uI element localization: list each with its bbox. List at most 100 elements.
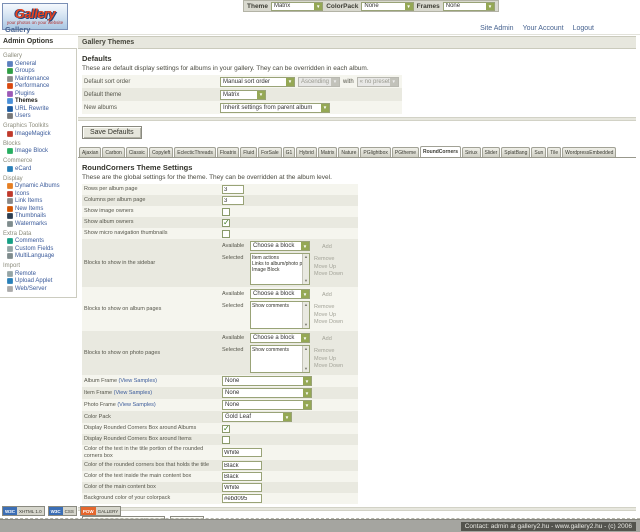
- tab-g1[interactable]: G1: [282, 147, 296, 157]
- tab-floatrix[interactable]: Floatrix: [216, 147, 240, 157]
- xhtml-badge[interactable]: W3C XHTML 1.0: [2, 506, 45, 516]
- sidebar-item-url-rewrite[interactable]: URL Rewrite: [0, 105, 76, 113]
- tab-hybrid[interactable]: Hybrid: [296, 147, 317, 157]
- photo-move-up-button[interactable]: Move Up: [314, 355, 337, 362]
- sidebar-remove-block-button[interactable]: Remove: [314, 256, 335, 262]
- album-remove-block-button[interactable]: Remove: [314, 304, 335, 310]
- sidebar-item-multilanguage[interactable]: MultiLanguage: [0, 253, 76, 261]
- tab-splatbang[interactable]: SplatBang: [501, 147, 531, 157]
- css-badge[interactable]: W3C CSS: [47, 506, 77, 516]
- save-defaults-button[interactable]: Save Defaults: [82, 126, 142, 139]
- tab-slider[interactable]: Slider: [481, 147, 501, 157]
- frames-select[interactable]: None ▼: [442, 1, 495, 11]
- tab-pglightbox[interactable]: PGlightbox: [360, 147, 391, 157]
- columns-per-page-input[interactable]: [222, 196, 244, 205]
- sidebar-item-users[interactable]: Users: [0, 113, 76, 121]
- album-frame-select[interactable]: None ▼: [222, 376, 312, 386]
- sidebar-item-groups[interactable]: Groups: [0, 68, 76, 76]
- photo-remove-block-button[interactable]: Remove: [314, 348, 335, 354]
- sidebar-move-down-button[interactable]: Move Down: [314, 271, 344, 277]
- album-available-block-select[interactable]: Choose a block ▼: [250, 289, 310, 299]
- sidebar-item-image-block[interactable]: Image Block: [0, 148, 76, 156]
- item-frame-view-samples-link[interactable]: (View Samples): [113, 389, 153, 396]
- new-albums-select[interactable]: Inherit settings from parent album ▼: [220, 102, 330, 113]
- sidebar-item-general[interactable]: General: [0, 60, 76, 68]
- rounded-corners-albums-checkbox[interactable]: [222, 424, 230, 433]
- sidebar-item-maintenance[interactable]: Maintenance: [0, 75, 76, 83]
- sidebar-add-block-button[interactable]: Add: [322, 244, 332, 250]
- scrollbar[interactable]: ▲ ▼: [302, 254, 309, 284]
- tab-sun[interactable]: Sun: [531, 147, 547, 157]
- show-album-owners-checkbox[interactable]: [222, 218, 230, 227]
- scrollbar[interactable]: ▲ ▼: [302, 346, 309, 372]
- sidebar-item-plugins[interactable]: Plugins: [0, 90, 76, 98]
- gallery-badge[interactable]: POW GALLERY: [79, 506, 122, 516]
- theme-select[interactable]: Matrix ▼: [270, 1, 324, 11]
- content-text-color-input[interactable]: [222, 472, 262, 481]
- photo-move-down-button[interactable]: Move Down: [314, 363, 344, 369]
- tab-classic[interactable]: Classic: [125, 147, 148, 157]
- album-move-up-button[interactable]: Move Up: [314, 311, 337, 318]
- photo-available-block-select[interactable]: Choose a block ▼: [250, 333, 310, 343]
- sidebar-item-dynamic-albums[interactable]: Dynamic Albums: [0, 183, 76, 191]
- tab-fluid[interactable]: Fluid: [240, 147, 258, 157]
- title-box-color-input[interactable]: [222, 461, 262, 470]
- sidebar-item-web-server[interactable]: Web/Server: [0, 285, 76, 293]
- sidebar-item-comments[interactable]: Comments: [0, 238, 76, 246]
- tab-wordpressembedded[interactable]: WordpressEmbedded: [562, 147, 617, 157]
- tab-matrix[interactable]: Matrix: [317, 147, 338, 157]
- tab-pgtheme[interactable]: PGtheme: [391, 147, 419, 157]
- sidebar-selected-blocks-list[interactable]: Item actions Links to album/photo peers …: [250, 253, 310, 285]
- list-item[interactable]: Show comments: [252, 303, 301, 309]
- sidebar-item-upload-applet[interactable]: Upload Applet: [0, 278, 76, 286]
- sidebar-item-ecard[interactable]: eCard: [0, 165, 76, 173]
- your-account-link[interactable]: Your Account: [522, 25, 564, 32]
- tab-forsale[interactable]: ForSale: [258, 147, 282, 157]
- sidebar-available-block-select[interactable]: Choose a block ▼: [250, 241, 310, 251]
- list-item[interactable]: Item actions: [252, 255, 301, 261]
- sidebar-item-link-items[interactable]: Link Items: [0, 198, 76, 206]
- sidebar-item-remote[interactable]: Remote: [0, 270, 76, 278]
- album-frame-view-samples-link[interactable]: (View Samples): [118, 377, 157, 384]
- breadcrumb-gallery-link[interactable]: Gallery: [5, 25, 31, 34]
- tab-copyleft[interactable]: Copyleft: [148, 147, 174, 157]
- default-sort-order-select[interactable]: Manual sort order ▼: [220, 76, 295, 87]
- color-pack-select[interactable]: Gold Leaf ▼: [222, 412, 292, 422]
- album-selected-blocks-list[interactable]: Show comments ▲ ▼: [250, 301, 310, 329]
- rows-per-page-input[interactable]: [222, 185, 244, 194]
- title-text-color-input[interactable]: [222, 448, 262, 457]
- sidebar-item-watermarks[interactable]: Watermarks: [0, 220, 76, 228]
- item-frame-select[interactable]: None ▼: [222, 388, 312, 398]
- album-move-down-button[interactable]: Move Down: [314, 319, 344, 325]
- photo-frame-view-samples-link[interactable]: (View Samples): [117, 401, 156, 408]
- logout-link[interactable]: Logout: [572, 25, 594, 32]
- photo-add-block-button[interactable]: Add: [322, 336, 332, 342]
- album-add-block-button[interactable]: Add: [322, 292, 332, 298]
- sidebar-item-new-items[interactable]: New Items: [0, 205, 76, 213]
- show-image-owners-checkbox[interactable]: [222, 207, 230, 216]
- sidebar-item-performance[interactable]: Performance: [0, 83, 76, 91]
- photo-selected-blocks-list[interactable]: Show comments ▲ ▼: [250, 345, 310, 373]
- colorpack-background-input[interactable]: [222, 494, 262, 503]
- list-item[interactable]: Image Block: [252, 267, 301, 273]
- tab-nature[interactable]: Nature: [338, 147, 360, 157]
- tab-tile[interactable]: Tile: [547, 147, 562, 157]
- content-box-color-input[interactable]: [222, 483, 262, 492]
- list-item[interactable]: Links to album/photo peers: [252, 261, 302, 267]
- sidebar-item-thumbnails[interactable]: Thumbnails: [0, 213, 76, 221]
- gallery-logo[interactable]: Gallery your photos on your website: [2, 3, 68, 30]
- rounded-corners-items-checkbox[interactable]: [222, 435, 230, 444]
- show-micro-navigation-checkbox[interactable]: [222, 229, 230, 238]
- tab-roundcorners[interactable]: RoundCorners: [419, 146, 461, 157]
- tab-eclecticthreads[interactable]: EclecticThreads: [174, 147, 216, 157]
- sidebar-item-imagemagick[interactable]: ImageMagick: [0, 130, 76, 138]
- site-admin-link[interactable]: Site Admin: [480, 25, 514, 32]
- photo-frame-select[interactable]: None ▼: [222, 400, 312, 410]
- tab-ajaxian[interactable]: Ajaxian: [79, 147, 102, 157]
- colorpack-select[interactable]: None ▼: [361, 1, 414, 11]
- sidebar-item-custom-fields[interactable]: Custom Fields: [0, 245, 76, 253]
- tab-siriux[interactable]: Siriux: [461, 147, 481, 157]
- scrollbar[interactable]: ▲ ▼: [302, 302, 309, 328]
- default-theme-select[interactable]: Matrix ▼: [220, 89, 266, 100]
- list-item[interactable]: Show comments: [252, 347, 301, 353]
